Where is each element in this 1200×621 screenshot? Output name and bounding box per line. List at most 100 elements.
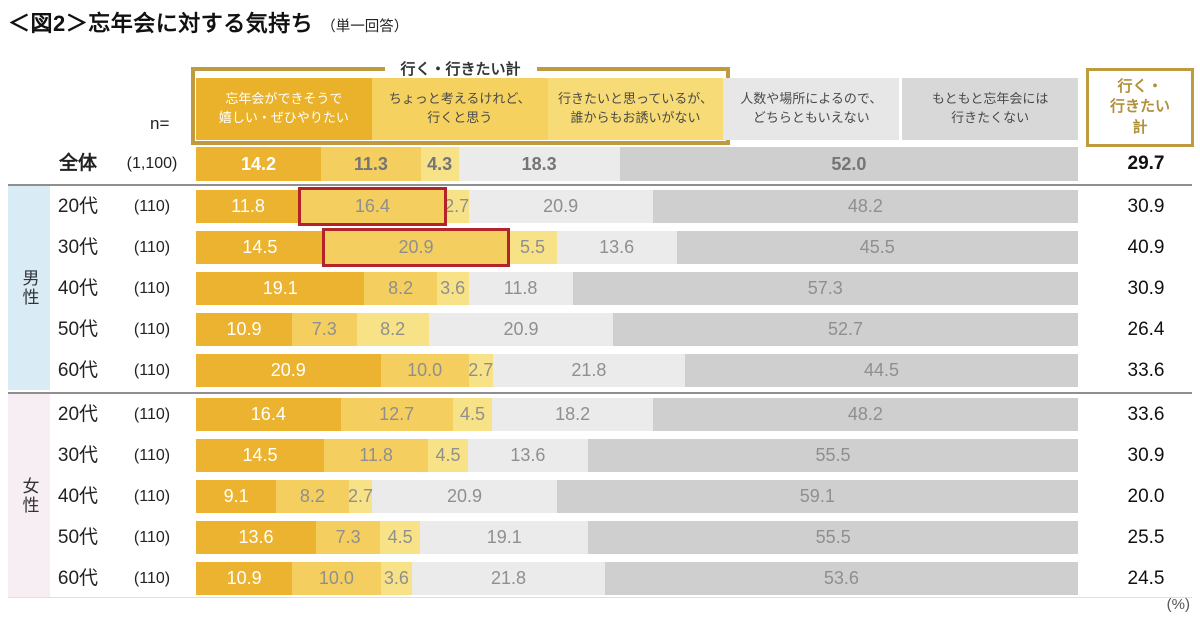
stacked-bar: 14.5 11.8 4.5 13.6 55.5 (196, 439, 1078, 472)
segment-value: 4.5 (387, 527, 413, 547)
row-label: 60代 (57, 360, 99, 381)
row-sample-size: (110) (133, 362, 171, 379)
bar-segment-1: 9.1 (196, 480, 277, 513)
segment-value: 12.7 (379, 404, 415, 424)
segment-value: 4.3 (427, 153, 453, 174)
segment-value: 52.0 (831, 153, 867, 174)
stacked-bar: 10.9 10.0 3.6 21.8 53.6 (196, 562, 1078, 595)
going-total-value: 30.9 (1127, 278, 1165, 299)
segment-value: 21.8 (490, 568, 527, 588)
bar-segment-3: 4.5 (452, 398, 493, 431)
bar-segment-3: 4.5 (380, 521, 420, 554)
bar-segment-3: 5.5 (508, 231, 557, 264)
table-row: 60代 (110) 20.9 10.0 2.7 21.8 44.5 33.6 (0, 354, 1200, 387)
segment-value: 18.3 (521, 153, 557, 174)
segment-value: 44.5 (863, 360, 900, 380)
segment-value: 45.5 (859, 237, 895, 257)
segment-value: 8.2 (299, 486, 325, 506)
row-sample-size: (110) (133, 488, 171, 505)
segment-value: 48.2 (847, 196, 883, 216)
segment-value: 4.5 (435, 445, 461, 465)
stacked-bar: 19.1 8.2 3.6 11.8 57.3 (196, 272, 1078, 305)
bar-segment-2: 20.9 (321, 228, 511, 267)
bar-segment-4: 19.1 (420, 521, 589, 554)
bar-segment-3: 2.7 (468, 354, 494, 387)
table-row: 50代 (110) 13.6 7.3 4.5 19.1 55.5 25.5 (0, 521, 1200, 554)
segment-value: 53.6 (823, 568, 859, 588)
segment-value: 10.9 (226, 319, 262, 339)
bar-segment-5: 44.5 (685, 354, 1078, 387)
bar-segment-2: 7.3 (292, 313, 357, 346)
bottom-separator (8, 597, 1192, 598)
segment-value: 13.6 (238, 527, 274, 547)
bar-segment-4: 21.8 (492, 354, 686, 387)
segment-value: 16.4 (250, 404, 286, 424)
table-row: 40代 (110) 9.1 8.2 2.7 20.9 59.1 20.0 (0, 480, 1200, 513)
bar-segment-4: 20.9 (468, 190, 653, 223)
bar-segment-4: 18.2 (492, 398, 653, 431)
going-total-value: 20.0 (1127, 486, 1165, 507)
segment-value: 8.2 (388, 278, 414, 298)
table-row: 30代 (110) 14.5 20.9 5.5 13.6 45.5 40.9 (0, 228, 1200, 267)
segment-value: 14.5 (242, 237, 278, 257)
segment-value: 3.6 (383, 568, 409, 588)
bar-segment-3: 3.6 (380, 562, 413, 595)
bar-segment-1: 14.5 (196, 439, 325, 472)
segment-value: 19.1 (486, 527, 522, 547)
stacked-bar: 13.6 7.3 4.5 19.1 55.5 (196, 521, 1078, 554)
table-row: 20代 (110) 11.8 16.4 2.7 20.9 48.2 30.9 (0, 187, 1200, 226)
going-total-column-header: 行く・ 行きたい計 (1086, 68, 1194, 147)
group-separator (8, 391, 1192, 394)
stacked-bar: 9.1 8.2 2.7 20.9 59.1 (196, 480, 1078, 513)
bar-segment-3: 4.5 (428, 439, 468, 472)
segment-value: 14.5 (242, 445, 278, 465)
unit-label: (%) (1166, 596, 1190, 613)
bar-segment-1: 10.9 (196, 313, 293, 346)
row-label: 50代 (57, 319, 99, 340)
segment-value: 7.3 (335, 527, 361, 547)
row-sample-size: (110) (133, 570, 171, 587)
segment-value: 9.1 (223, 486, 249, 506)
segment-value: 20.9 (270, 360, 306, 380)
bar-segment-4: 21.8 (412, 562, 605, 595)
stacked-bar: 14.2 11.3 4.3 18.3 52.0 (196, 147, 1078, 181)
bar-segment-5: 45.5 (676, 231, 1078, 264)
bar-segment-2: 16.4 (298, 187, 447, 226)
row-sample-size: (110) (133, 321, 171, 338)
row-sample-size: (110) (133, 406, 171, 423)
segment-value: 11.3 (353, 153, 388, 174)
bar-segment-3: 2.7 (348, 480, 373, 513)
group-band-男性: 男性 (8, 186, 50, 390)
segment-value: 10.0 (407, 360, 443, 380)
bar-segment-4: 11.8 (468, 272, 573, 305)
segment-value: 10.0 (318, 568, 354, 588)
bar-segment-5: 55.5 (588, 521, 1078, 554)
bar-segment-1: 16.4 (196, 398, 341, 431)
row-label: 30代 (57, 237, 99, 258)
table-row: 全体 (1,100) 14.2 11.3 4.3 18.3 52.0 29.7 (0, 147, 1200, 181)
segment-value: 20.9 (503, 319, 539, 339)
bar-segment-4: 13.6 (556, 231, 677, 264)
going-total-value: 30.9 (1127, 196, 1165, 217)
segment-value: 11.8 (503, 278, 538, 298)
stacked-bar: 11.8 16.4 2.7 20.9 48.2 (196, 187, 1078, 226)
bar-segment-2: 10.0 (380, 354, 469, 387)
row-sample-size: (110) (133, 447, 171, 464)
segment-value: 13.6 (510, 445, 546, 465)
bar-segment-1: 11.8 (196, 190, 301, 223)
highlight-box (321, 228, 511, 267)
segment-value: 2.7 (468, 360, 494, 380)
row-label: 40代 (57, 486, 99, 507)
going-total-value: 33.6 (1127, 360, 1165, 381)
segment-value: 10.9 (226, 568, 262, 588)
bar-segment-5: 57.3 (572, 272, 1078, 305)
table-row: 50代 (110) 10.9 7.3 8.2 20.9 52.7 26.4 (0, 313, 1200, 346)
segment-value: 5.5 (519, 237, 545, 257)
row-label: 50代 (57, 527, 99, 548)
segment-value: 48.2 (847, 404, 883, 424)
segment-value: 4.5 (459, 404, 485, 424)
bar-segment-4: 18.3 (458, 147, 620, 181)
segment-value: 16.4 (354, 196, 390, 216)
bar-segment-5: 48.2 (652, 398, 1078, 431)
